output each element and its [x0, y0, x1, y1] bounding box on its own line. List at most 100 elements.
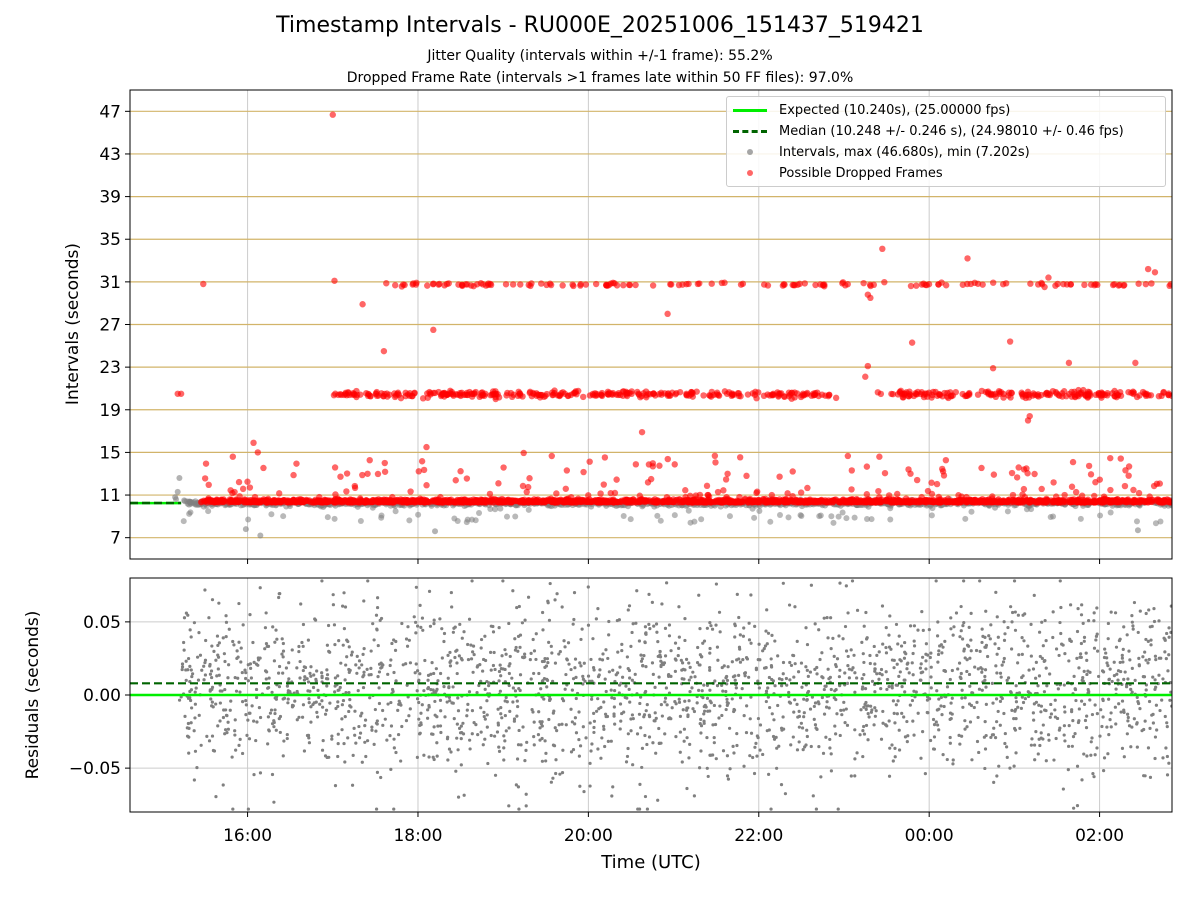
dropped-frame-point: [740, 498, 747, 505]
residual-point: [994, 697, 999, 701]
residual-point: [879, 686, 883, 691]
dropped-frame-point: [572, 388, 579, 395]
residual-point: [1164, 656, 1168, 661]
interval-point: [785, 514, 792, 521]
residual-point: [449, 750, 453, 754]
interval-point: [186, 510, 193, 517]
residual-point: [617, 618, 621, 622]
dropped-frame-point: [685, 280, 692, 288]
residual-point: [687, 756, 691, 760]
dropped-frame-point: [343, 488, 350, 495]
residual-point: [888, 746, 892, 750]
dropped-frame-point: [507, 389, 515, 397]
dropped-frame-point: [881, 278, 888, 286]
dropped-frame-point: [1081, 281, 1088, 289]
residual-point: [855, 751, 859, 755]
residual-point: [573, 716, 578, 720]
dropped-frame-point: [592, 280, 600, 288]
dropped-frame-point: [353, 391, 361, 399]
residual-point: [590, 697, 594, 701]
dropped-frame-point: [201, 498, 208, 505]
dropped-frame-point: [331, 496, 339, 503]
dropped-frame-point: [939, 393, 946, 400]
residual-point: [369, 649, 373, 653]
dropped-frame-point: [519, 482, 527, 490]
residual-point: [1165, 773, 1170, 777]
dropped-frame-point: [1059, 496, 1067, 504]
residual-point: [1107, 697, 1111, 701]
residual-point: [419, 625, 423, 629]
dropped-frame-point: [346, 499, 354, 506]
residual-point: [887, 633, 891, 637]
dropped-frame-point: [1121, 482, 1129, 490]
dropped-frame-point: [1087, 281, 1095, 288]
dropped-frame-point: [1130, 486, 1137, 494]
residual-point: [1048, 672, 1052, 676]
residual-point: [948, 711, 953, 715]
residual-point: [1089, 740, 1093, 744]
residual-point: [663, 654, 668, 658]
residual-point: [330, 734, 334, 738]
residual-point: [678, 750, 682, 754]
dropped-frame-point: [752, 388, 759, 396]
residual-point: [198, 653, 203, 657]
residual-point: [430, 660, 434, 665]
residual-point: [268, 711, 273, 715]
residual-point: [386, 672, 390, 676]
dropped-frame-point: [210, 498, 218, 506]
residual-point: [361, 652, 365, 656]
residual-point: [366, 579, 370, 583]
residual-point: [687, 678, 691, 682]
residual-point: [557, 723, 561, 727]
dropped-frame-point: [735, 392, 743, 400]
residual-point: [344, 690, 348, 695]
residual-point: [199, 743, 203, 747]
residual-point: [733, 678, 737, 682]
dropped-frame-point: [935, 493, 942, 501]
dropped-frame-point: [460, 499, 467, 506]
residual-point: [669, 649, 673, 653]
residual-point: [232, 643, 236, 647]
dropped-frame-point: [582, 281, 590, 288]
residual-point: [1001, 660, 1006, 664]
residual-point: [660, 602, 664, 606]
residual-point: [677, 700, 682, 704]
dropped-frame-point: [1015, 464, 1022, 471]
residual-point: [652, 719, 656, 723]
residual-point: [467, 617, 472, 621]
dropped-frame-point: [585, 492, 592, 499]
residual-point: [643, 794, 648, 799]
residual-point: [202, 664, 206, 668]
dropped-frame-point: [638, 428, 646, 436]
residual-point: [948, 735, 952, 740]
residual-point: [639, 695, 643, 699]
residual-point: [880, 604, 885, 608]
dropped-frame-point: [470, 282, 477, 290]
residual-point: [455, 671, 459, 676]
dropped-frame-point: [492, 391, 499, 398]
dropped-frame-point: [862, 373, 869, 380]
dropped-frame-point: [227, 487, 234, 494]
residual-point: [270, 772, 275, 777]
dropped-frame-point: [470, 390, 478, 398]
dropped-frame-point: [1024, 417, 1032, 424]
interval-point: [835, 513, 842, 520]
dropped-frame-point: [780, 281, 787, 288]
residual-point: [921, 628, 925, 632]
dropped-frame-point: [1061, 491, 1068, 499]
residual-point: [709, 624, 713, 628]
dropped-frame-point: [935, 281, 942, 288]
dropped-frame-point: [1063, 281, 1071, 288]
residual-point: [829, 647, 833, 651]
dropped-frame-point: [220, 498, 227, 506]
residual-point: [732, 751, 736, 755]
residual-point: [1100, 724, 1104, 729]
residual-point: [884, 670, 888, 674]
dropped-frame-point: [559, 282, 566, 289]
residual-point: [243, 668, 247, 672]
interval-point: [1134, 527, 1141, 534]
residual-point: [679, 658, 683, 662]
residual-point: [1092, 619, 1096, 623]
interval-point: [245, 516, 252, 523]
residual-point: [1002, 620, 1006, 624]
